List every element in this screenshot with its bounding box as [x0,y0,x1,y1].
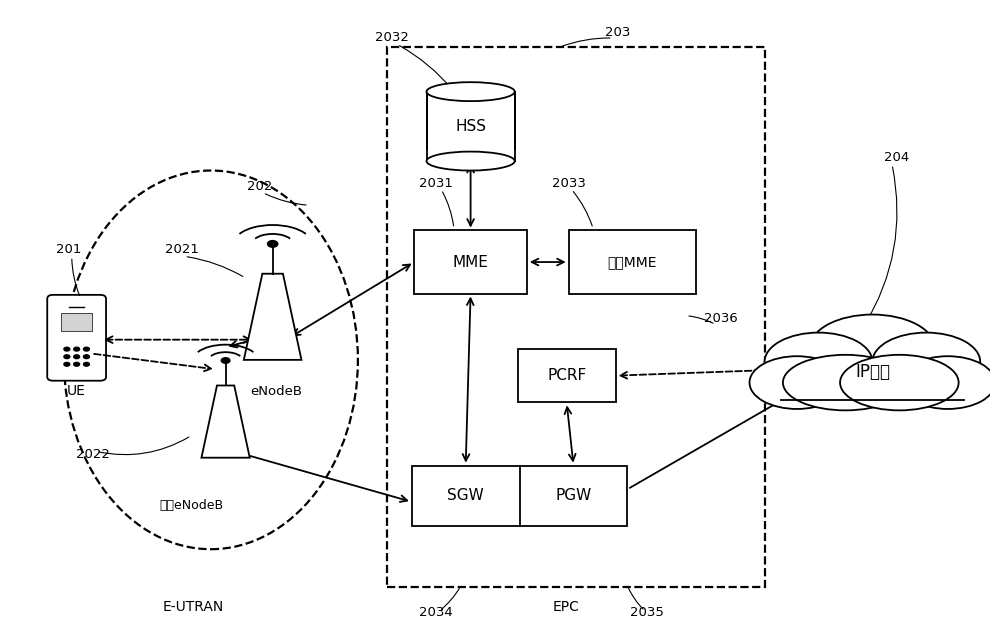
Circle shape [64,347,70,351]
Bar [425,150,517,161]
Circle shape [74,363,80,366]
Text: 203: 203 [605,26,630,39]
Ellipse shape [426,82,515,101]
Text: 2035: 2035 [630,606,664,619]
Circle shape [84,347,89,351]
Bar [426,91,515,161]
Circle shape [84,355,89,359]
Text: HSS: HSS [455,119,486,134]
Circle shape [221,357,230,363]
Bar [412,466,627,526]
Circle shape [74,355,80,359]
FancyBboxPatch shape [47,295,106,381]
Ellipse shape [765,332,872,391]
Text: 2022: 2022 [76,448,110,461]
Ellipse shape [872,332,980,391]
Text: 2036: 2036 [704,312,737,325]
Circle shape [74,347,80,351]
Bar [61,312,92,332]
Bar [569,231,696,294]
Polygon shape [244,274,301,360]
Ellipse shape [783,355,908,410]
Bar [775,379,969,400]
Ellipse shape [840,355,959,410]
Text: IP业务: IP业务 [855,363,890,381]
Text: EPC: EPC [552,600,579,614]
Text: eNodeB: eNodeB [251,385,303,398]
Ellipse shape [900,356,995,409]
Text: 2021: 2021 [165,243,198,256]
Text: PGW: PGW [555,488,592,503]
Circle shape [64,355,70,359]
Text: SGW: SGW [447,488,484,503]
Text: 2031: 2031 [419,176,453,189]
Ellipse shape [426,82,515,101]
Text: 202: 202 [247,180,273,193]
Ellipse shape [426,151,515,171]
Text: MME: MME [453,254,489,270]
Text: 2034: 2034 [419,606,453,619]
Circle shape [267,241,278,247]
Text: 204: 204 [884,151,910,164]
Text: PCRF: PCRF [547,368,586,383]
Ellipse shape [810,314,935,381]
Text: 其它eNodeB: 其它eNodeB [159,498,223,511]
Text: 201: 201 [56,243,81,256]
Ellipse shape [750,356,844,409]
Text: 其它MME: 其它MME [608,255,657,269]
Text: UE: UE [67,384,86,399]
Circle shape [64,363,70,366]
Text: 2032: 2032 [375,32,409,44]
Bar [518,349,616,402]
Text: 2033: 2033 [552,176,586,189]
Bar [387,48,765,587]
Polygon shape [201,386,250,458]
Bar [414,231,527,294]
Text: E-UTRAN: E-UTRAN [163,600,224,614]
Circle shape [84,363,89,366]
